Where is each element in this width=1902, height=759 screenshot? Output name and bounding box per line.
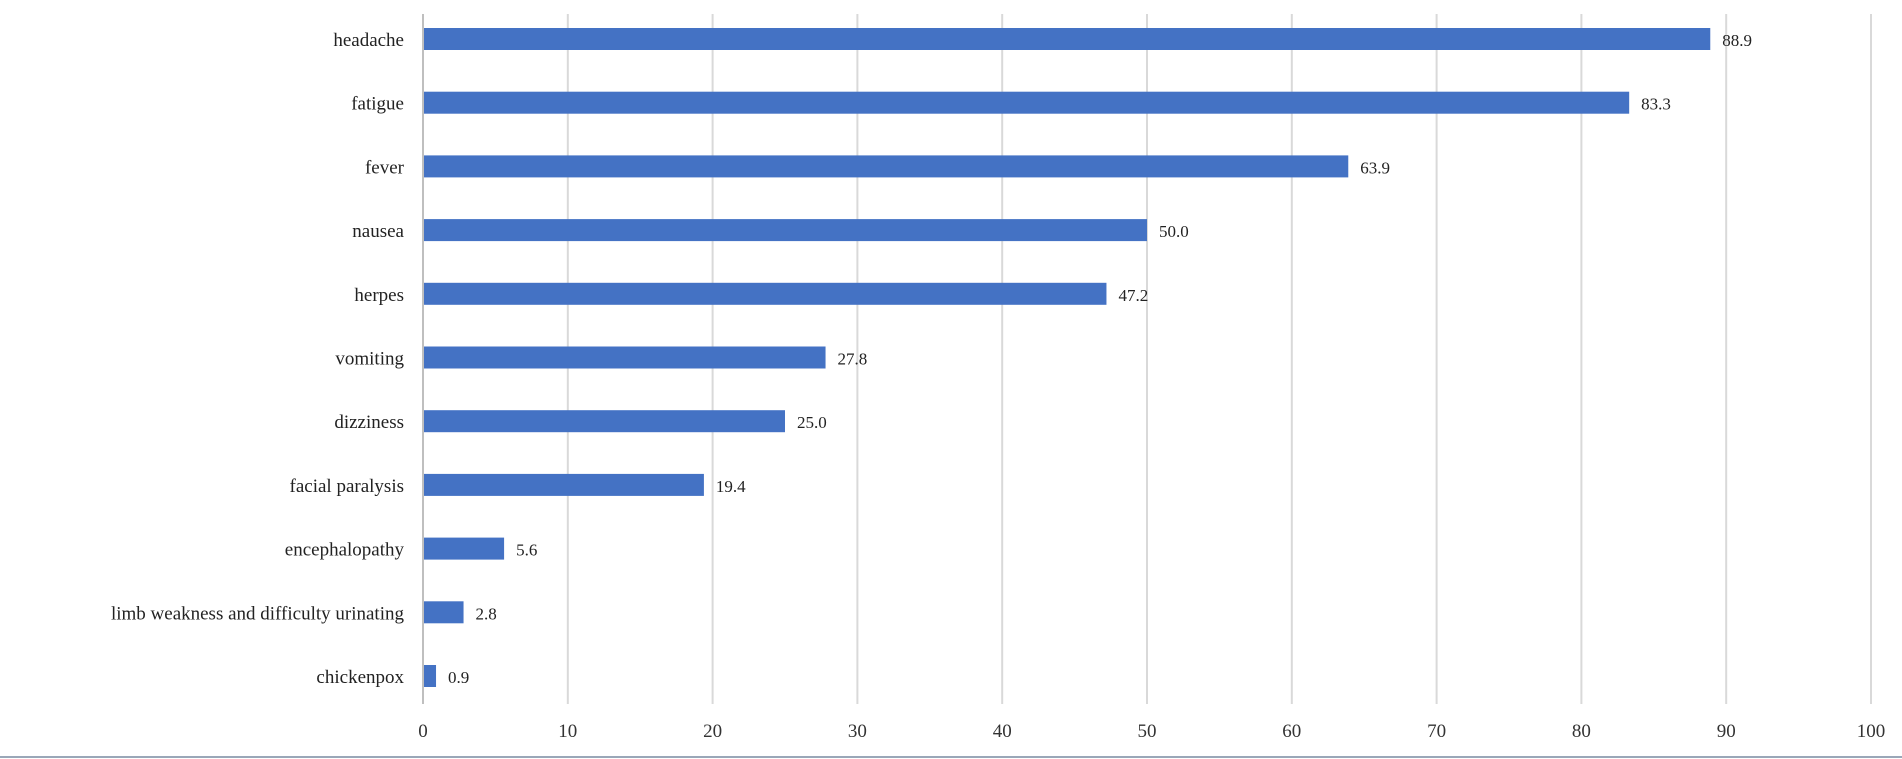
x-tick-label: 40 [993,721,1012,742]
category-label: encephalopathy [285,540,405,561]
category-label: facial paralysis [290,476,404,497]
axes [0,14,1902,758]
value-label: 47.2 [1118,286,1148,305]
bar-fatigue [423,91,1630,114]
category-label: headache [333,30,404,51]
value-label: 88.9 [1722,31,1752,50]
bars [423,28,1711,687]
value-label: 5.6 [516,541,537,560]
category-label: limb weakness and difficulty urinating [111,603,405,624]
x-tick-label: 90 [1717,721,1736,742]
bar-chickenpox [423,665,437,687]
category-label: fever [365,157,405,178]
bar-fever [423,155,1349,178]
x-tick-label: 100 [1857,721,1886,742]
value-label: 25.0 [797,413,827,432]
bar-facial-paralysis [423,473,704,496]
value-label: 0.9 [448,668,469,687]
value-label: 50.0 [1159,222,1189,241]
bar-headache [423,28,1711,50]
x-tick-label: 80 [1572,721,1591,742]
category-label: herpes [354,285,404,306]
category-label: nausea [352,221,404,242]
x-tick-label: 10 [558,721,577,742]
category-label: vomiting [335,349,404,370]
category-label: fatigue [351,94,404,115]
x-tick-label: 0 [418,721,428,742]
x-tick-label: 30 [848,721,867,742]
bar-nausea [423,219,1147,242]
bar-herpes [423,282,1107,305]
value-label: 63.9 [1360,158,1390,177]
x-tick-label: 50 [1138,721,1157,742]
category-label: chickenpox [316,667,404,688]
x-tick-label: 20 [703,721,722,742]
x-tick-label: 70 [1427,721,1446,742]
value-label: 27.8 [838,350,868,369]
bar-limb-weakness-and-difficulty-urinating [423,601,464,624]
value-label: 2.8 [476,604,497,623]
value-label: 83.3 [1641,95,1671,114]
x-tick-label: 60 [1282,721,1301,742]
category-label: dizziness [334,412,404,433]
bar-vomiting [423,346,826,369]
bar-dizziness [423,410,785,433]
gridlines [566,14,1872,704]
bar-encephalopathy [423,537,505,560]
labels: 0 10 20 30 40 50 60 70 80 90 100 headache 88.9 fatigu… [111,30,1885,742]
value-label: 19.4 [716,477,746,496]
